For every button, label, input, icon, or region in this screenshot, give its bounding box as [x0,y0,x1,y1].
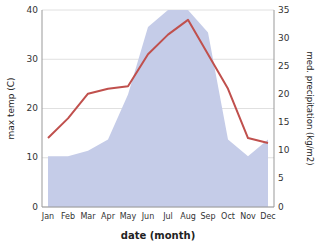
y-tick-label: 10 [27,152,39,162]
y-axis-label: max temp (C) [6,77,16,139]
y2-tick-label: 10 [278,145,290,155]
y2-tick-label: 5 [278,173,284,183]
x-axis-label: date (month) [121,230,195,241]
x-tick-label: Jun [141,212,155,221]
y2-tick-label: 15 [278,117,289,127]
y-tick-label: 40 [27,5,39,15]
x-tick-label: Jan [41,212,54,221]
x-axis-line [42,207,274,208]
y2-axis-label: med. precipitation (kg/m2) [305,51,315,165]
y2-axis-line [274,10,275,207]
grid-line [42,10,274,11]
x-tick-label: Aug [180,212,196,221]
x-tick-label: Apr [101,212,116,221]
y-tick-label: 30 [27,54,39,64]
x-tick-label: Nov [240,212,256,221]
y2-tick-label: 35 [278,5,289,15]
area [48,10,268,207]
y2-tick-label: 0 [278,202,284,212]
y2-tick-label: 30 [278,33,290,43]
x-tick-label: Oct [221,212,235,221]
plot-area [48,10,268,207]
x-tick-label: Mar [80,212,96,221]
y2-tick-label: 25 [278,61,289,71]
y-tick-label: 20 [27,103,39,113]
grid-line [42,207,274,208]
grid [42,10,274,207]
x-tick-label: Jul [162,212,173,221]
x-tick-label: Sep [200,212,215,221]
y-axis-line [42,10,43,207]
y2-tick-label: 20 [278,89,290,99]
x-tick-label: Dec [260,212,275,221]
line [48,20,268,143]
x-tick-label: Feb [61,212,75,221]
y-tick-label: 0 [32,202,38,212]
x-tick-label: May [120,212,137,221]
chart: 0 10 20 30 40 0 5 10 15 20 25 30 35 Jan Feb Mar Apr May Ju… [0,0,318,247]
